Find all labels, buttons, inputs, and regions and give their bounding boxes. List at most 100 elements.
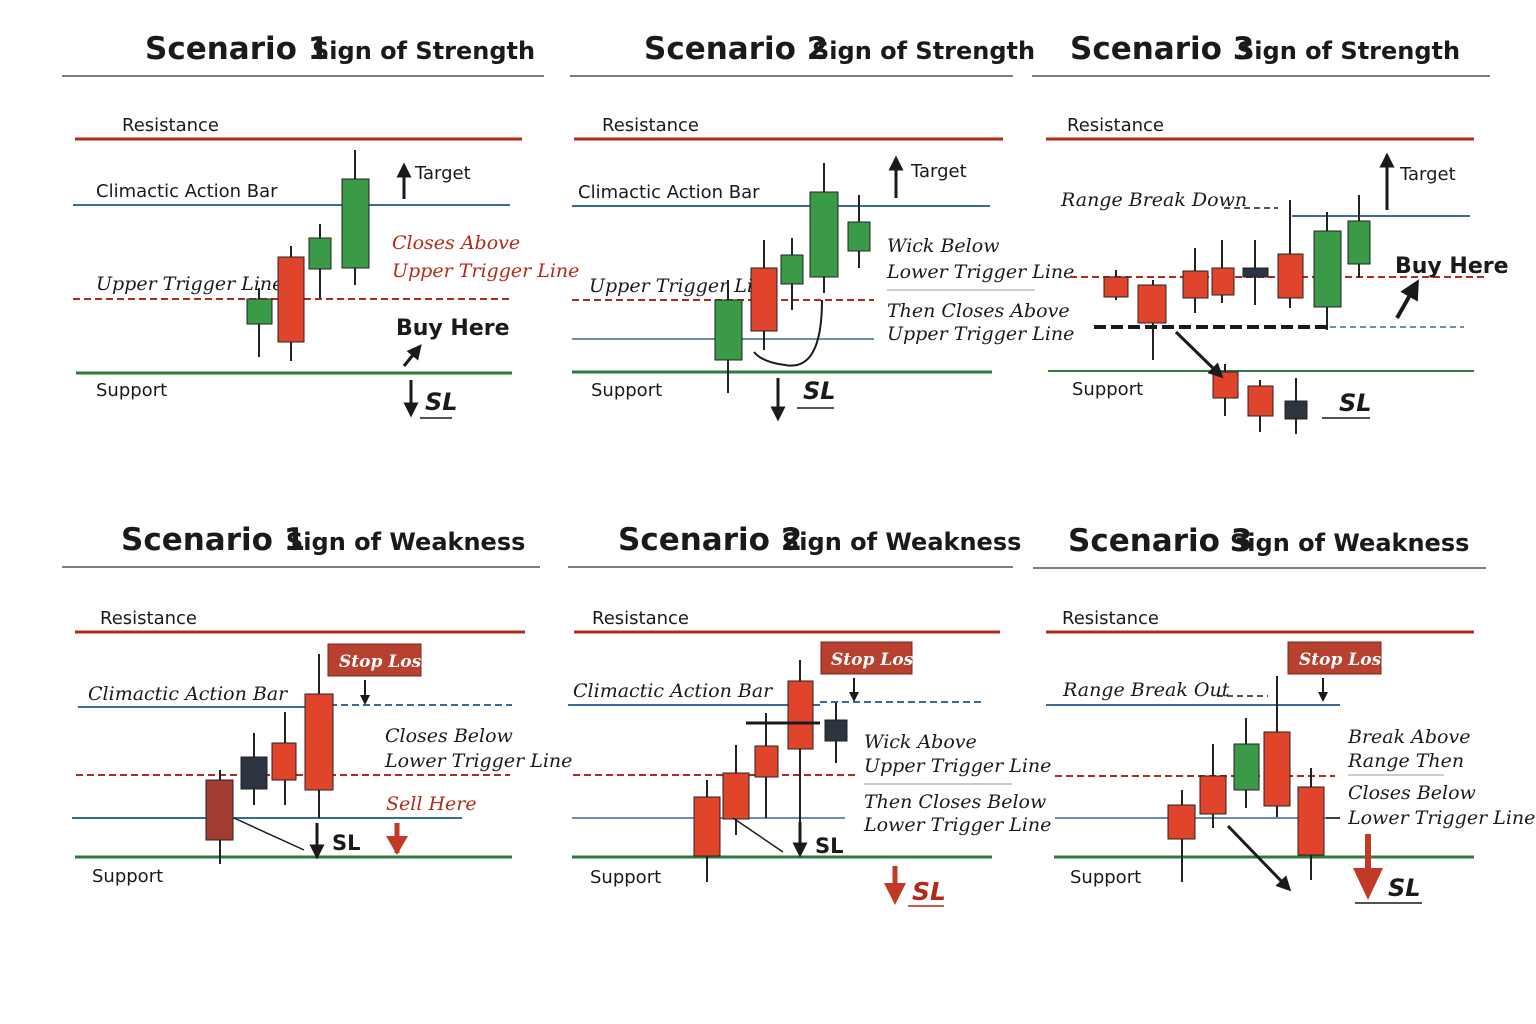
candle	[750, 240, 778, 350]
note-line-2: Upper Trigger Line	[392, 260, 579, 282]
panel-weakness-3: Scenario 3 Sign of Weakness Resistance R…	[1033, 523, 1535, 904]
resistance-label: Resistance	[1067, 115, 1164, 136]
action-bar-label: Climactic Action Bar	[96, 181, 278, 202]
panel-title-number: Scenario 3	[1070, 31, 1254, 67]
candle	[1277, 200, 1304, 308]
upper-trigger-label: Upper Trigger Line	[589, 275, 776, 297]
candle	[722, 745, 750, 835]
support-label: Support	[92, 866, 163, 887]
buy-here-label: Buy Here	[1395, 254, 1509, 279]
stop-loss-badge: Stop Loss	[327, 643, 431, 677]
pointer-line	[233, 817, 305, 851]
panel-title-subtitle: Sign of Weakness	[286, 528, 525, 556]
candle	[240, 733, 268, 805]
sell-arrow-icon	[386, 836, 408, 855]
panel-title-subtitle: Sign of Strength	[312, 37, 535, 65]
sl-label: SL	[332, 831, 361, 855]
panel-strength-3: Scenario 3 Sign of Strength Resistance R…	[1032, 31, 1509, 434]
panel-strength-1: Scenario 1 Sign of Strength Resistance C…	[62, 31, 579, 419]
action-bar-label: Climactic Action Bar	[578, 182, 760, 203]
note-line-3: Then Closes Above	[887, 300, 1070, 322]
note-line-2: Upper Trigger Line	[864, 755, 1051, 777]
note-line-2: Lower Trigger Line	[886, 261, 1074, 283]
note-line-1: Wick Above	[864, 731, 977, 753]
pointer-line	[732, 817, 784, 853]
candle	[1211, 240, 1235, 303]
resistance-label: Resistance	[1062, 608, 1159, 629]
panel-title-number: Scenario 3	[1068, 523, 1252, 559]
note-line-3: Closes Below	[1348, 782, 1476, 804]
break-down-arrow	[1226, 824, 1292, 892]
panel-title-subtitle: Sign of Weakness	[782, 528, 1021, 556]
note-line-1: Break Above	[1347, 726, 1470, 748]
sl-label: SL	[1339, 389, 1372, 417]
resistance-label: Resistance	[100, 608, 197, 629]
candle	[754, 713, 779, 818]
candle	[847, 195, 871, 268]
resistance-label: Resistance	[122, 115, 219, 136]
candle	[1167, 790, 1196, 882]
range-break-label: Range Break Down	[1060, 189, 1247, 211]
note-line-1: Closes Above	[392, 232, 520, 254]
buy-arrow	[402, 344, 422, 367]
candle	[1247, 380, 1274, 432]
candle	[787, 660, 814, 835]
sl-label: SL	[1388, 874, 1421, 902]
candle	[1242, 240, 1269, 305]
note-line-2: Range Then	[1347, 750, 1464, 772]
stop-loss-text: Stop Loss	[1299, 650, 1391, 670]
panel-title-subtitle: Sign of Weakness	[1230, 529, 1469, 557]
resistance-label: Resistance	[602, 115, 699, 136]
sl-label: SL	[425, 388, 458, 416]
support-label: Support	[590, 867, 661, 888]
candle	[308, 224, 332, 298]
support-label: Support	[591, 380, 662, 401]
note-line-4: Lower Trigger Line	[1347, 807, 1535, 829]
candle	[1137, 280, 1167, 360]
panel-weakness-1: Scenario 1 Sign of Weakness Resistance C…	[62, 522, 572, 887]
candle	[205, 770, 234, 864]
note-line-2: Lower Trigger Line	[384, 750, 572, 772]
candle	[1297, 768, 1325, 880]
stop-loss-badge: Stop Loss	[1287, 641, 1391, 675]
panel-title-number: Scenario 2	[644, 31, 828, 67]
sl-red-label: SL	[912, 877, 946, 906]
action-bar-label: Climactic Action Bar	[88, 683, 289, 705]
target-label: Target	[1399, 164, 1456, 185]
candle	[341, 150, 370, 285]
sl-label: SL	[815, 834, 844, 858]
candle	[304, 654, 334, 818]
candle	[1182, 248, 1209, 313]
action-bar-label: Climactic Action Bar	[573, 680, 774, 702]
candle	[1233, 718, 1260, 808]
note-line-1: Wick Below	[887, 235, 999, 257]
panel-title-subtitle: Sign of Strength	[812, 37, 1035, 65]
candle	[714, 280, 743, 393]
note-line-3: Then Closes Below	[864, 791, 1046, 813]
range-break-label: Range Break Out	[1062, 679, 1230, 701]
upper-trigger-label: Upper Trigger Line	[96, 273, 283, 295]
candle	[1263, 676, 1291, 817]
target-label: Target	[910, 161, 967, 182]
candle	[1347, 195, 1371, 278]
buy-arrow	[1395, 279, 1419, 319]
buy-here-label: Buy Here	[396, 316, 510, 341]
support-label: Support	[1070, 867, 1141, 888]
panel-title-number: Scenario 2	[618, 522, 802, 558]
panel-strength-2: Scenario 2 Sign of Strength Resistance C…	[570, 31, 1074, 422]
support-label: Support	[1072, 379, 1143, 400]
note-line-1: Closes Below	[385, 725, 513, 747]
candle	[780, 238, 804, 310]
panel-title-number: Scenario 1	[145, 31, 329, 67]
candle	[693, 780, 721, 882]
panel-weakness-2: Scenario 2 Sign of Weakness Resistance C…	[568, 522, 1051, 907]
panel-title-number: Scenario 1	[121, 522, 305, 558]
candle	[271, 712, 297, 805]
sl-red-arrow-icon	[1353, 868, 1383, 900]
candle	[277, 246, 305, 361]
panel-title-subtitle: Sign of Strength	[1237, 37, 1460, 65]
target-label: Target	[414, 163, 471, 184]
sl-red-arrow-icon	[884, 883, 906, 905]
wick-curve	[753, 299, 823, 367]
